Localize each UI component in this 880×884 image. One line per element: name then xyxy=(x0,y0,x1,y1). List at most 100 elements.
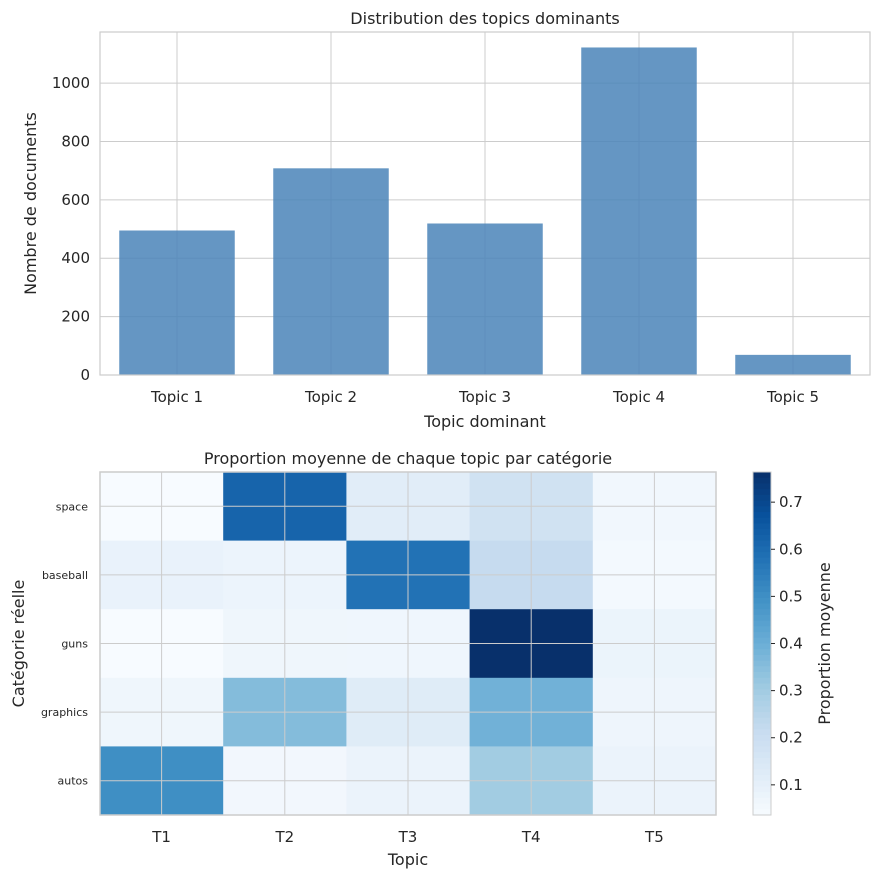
colorbar-segment xyxy=(753,477,771,485)
colorbar-segment xyxy=(753,723,771,730)
bar xyxy=(427,223,543,375)
colorbar-tick-label: 0.3 xyxy=(779,682,803,700)
y-tick-label: 600 xyxy=(61,191,90,209)
colorbar-segment xyxy=(753,500,771,507)
colorbar-segment xyxy=(753,803,771,810)
colorbar-segment xyxy=(753,672,771,679)
colorbar-segment xyxy=(753,780,771,788)
colorbar-segment xyxy=(753,614,771,622)
colorbar-segment xyxy=(753,660,771,667)
colorbar-tick-label: 0.2 xyxy=(779,729,803,747)
x-tick-label: T1 xyxy=(151,828,171,846)
colorbar-segment xyxy=(753,534,771,542)
colorbar-tick-label: 0.5 xyxy=(779,587,803,605)
colorbar-segment xyxy=(753,734,771,742)
colorbar-segment xyxy=(753,717,771,725)
colorbar-segment xyxy=(753,740,771,747)
colorbar-tick-label: 0.7 xyxy=(779,493,803,511)
colorbar-tick-label: 0.4 xyxy=(779,635,803,653)
y-tick-label: 0 xyxy=(80,366,90,384)
colorbar-segment xyxy=(753,746,771,753)
y-axis-label: Nombre de documents xyxy=(21,112,40,295)
axes-frame xyxy=(99,471,717,816)
colorbar-segment xyxy=(753,592,771,599)
colorbar-segment xyxy=(753,626,771,633)
colorbar-segment xyxy=(753,597,771,605)
colorbar-segment xyxy=(753,757,771,765)
colorbar-segment xyxy=(753,786,771,793)
x-tick-label: Topic 2 xyxy=(304,388,357,406)
colorbar-segment xyxy=(753,643,771,650)
y-tick-label: autos xyxy=(58,775,89,788)
colorbar-segment xyxy=(753,483,771,490)
colorbar-segment xyxy=(753,574,771,582)
x-tick-label: Topic 3 xyxy=(458,388,511,406)
colorbar-segment xyxy=(753,517,771,525)
colorbar-segment xyxy=(753,797,771,805)
bar xyxy=(273,168,389,375)
colorbar-segment xyxy=(753,603,771,610)
x-tick-label: T4 xyxy=(521,828,541,846)
bar xyxy=(119,230,235,375)
colorbar-segment xyxy=(753,563,771,570)
y-tick-label: 200 xyxy=(61,308,90,326)
colorbar-label: Proportion moyenne xyxy=(815,562,834,724)
colorbar-segment xyxy=(753,552,771,559)
colorbar-segment xyxy=(753,580,771,587)
y-tick-label: guns xyxy=(61,638,88,651)
y-tick-label: 800 xyxy=(61,132,90,150)
colorbar-tick-label: 0.1 xyxy=(779,776,803,794)
y-tick-label: 1000 xyxy=(52,74,90,92)
colorbar-segment xyxy=(753,712,771,719)
colorbar-segment xyxy=(753,472,771,479)
colorbar-segment xyxy=(753,523,771,530)
colorbar-segment xyxy=(753,654,771,662)
colorbar-segment xyxy=(753,494,771,502)
x-tick-label: Topic 5 xyxy=(766,388,819,406)
colorbar-segment xyxy=(753,729,771,736)
y-tick-label: baseball xyxy=(42,569,88,582)
axes-frame xyxy=(99,31,871,376)
x-axis-label: Topic dominant xyxy=(423,412,546,431)
colorbar-segment xyxy=(753,569,771,576)
colorbar-segment xyxy=(753,649,771,656)
colorbar-segment xyxy=(753,752,771,759)
bar xyxy=(581,47,697,375)
colorbar-segment xyxy=(753,489,771,496)
colorbar-segment xyxy=(753,706,771,713)
colorbar-segment xyxy=(753,677,771,685)
colorbar-segment xyxy=(753,632,771,639)
x-tick-label: Topic 4 xyxy=(612,388,665,406)
colorbar-segment xyxy=(753,557,771,565)
x-axis-label: Topic xyxy=(387,850,428,869)
colorbar-segment xyxy=(753,666,771,673)
colorbar-segment xyxy=(753,792,771,799)
y-tick-label: space xyxy=(56,500,89,513)
colorbar-segment xyxy=(753,683,771,690)
colorbar-segment xyxy=(753,512,771,519)
x-tick-label: T5 xyxy=(644,828,664,846)
colorbar-segment xyxy=(753,689,771,696)
colorbar-segment xyxy=(753,540,771,547)
y-tick-label: graphics xyxy=(41,706,88,719)
colorbar-segment xyxy=(753,774,771,782)
colorbar-segment xyxy=(753,637,771,645)
x-tick-label: T2 xyxy=(274,828,294,846)
colorbar-segment xyxy=(753,809,771,816)
colorbar-tick-label: 0.6 xyxy=(779,540,803,558)
y-tick-label: 400 xyxy=(61,249,90,267)
colorbar-segment xyxy=(753,609,771,616)
colorbar-segment xyxy=(753,763,771,770)
y-axis-label: Catégorie réelle xyxy=(9,580,28,708)
x-tick-label: Topic 1 xyxy=(150,388,203,406)
chart-title: Distribution des topics dominants xyxy=(350,9,619,28)
colorbar-segment xyxy=(753,546,771,553)
colorbar-segment xyxy=(753,620,771,627)
colorbar-segment xyxy=(753,506,771,513)
colorbar-segment xyxy=(753,700,771,707)
colorbar-segment xyxy=(753,529,771,536)
colorbar-segment xyxy=(753,586,771,593)
colorbar-segment xyxy=(753,694,771,702)
x-tick-label: T3 xyxy=(398,828,418,846)
